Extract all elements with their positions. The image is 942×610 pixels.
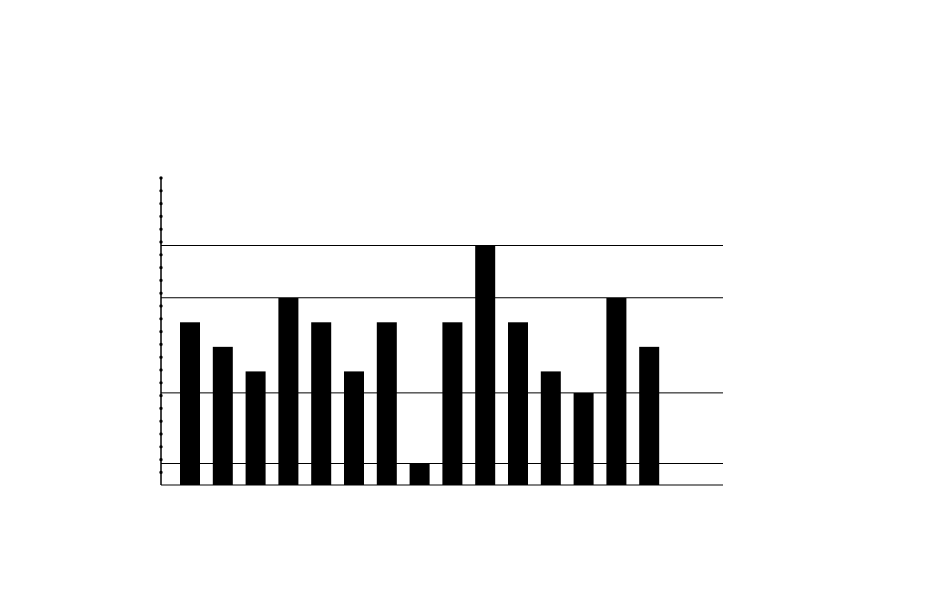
axis-dot [159, 253, 163, 257]
bar [180, 322, 200, 485]
axis-dot [159, 214, 163, 218]
bar [245, 371, 266, 485]
bar [475, 245, 496, 485]
bar [376, 322, 397, 485]
axis-dot [159, 368, 163, 372]
axis-dot [159, 266, 163, 270]
axis-dot [159, 470, 163, 474]
bar [409, 463, 430, 485]
axis-dot [159, 406, 163, 410]
axis-dot [159, 227, 163, 231]
axis-dot [159, 342, 163, 346]
axis-dot [159, 330, 163, 334]
axis-dot [159, 202, 163, 206]
bar [212, 346, 233, 485]
axis-dot [159, 381, 163, 385]
axis-dot [159, 394, 163, 398]
axis-dot [159, 189, 163, 193]
axis-dot [159, 317, 163, 321]
axis-dot [159, 419, 163, 423]
bar [311, 322, 332, 485]
axis-dot [159, 432, 163, 436]
bar [573, 392, 594, 485]
bar [639, 346, 660, 485]
axis-dot [159, 278, 163, 282]
axis-dot [159, 304, 163, 308]
bar [442, 322, 463, 485]
bar [508, 322, 528, 485]
bar [540, 371, 561, 485]
axis-dot [159, 445, 163, 449]
bar [606, 297, 627, 485]
axis-dot [159, 240, 163, 244]
axis-dot [159, 176, 163, 180]
bar [344, 371, 364, 485]
axis-dot [159, 291, 163, 295]
bar [278, 297, 299, 485]
axis-dot [159, 458, 163, 462]
axis-dot [159, 355, 163, 359]
